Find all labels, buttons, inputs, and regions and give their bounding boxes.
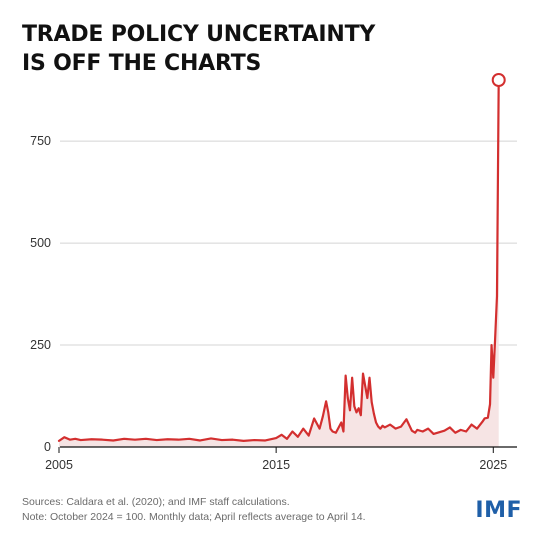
gridlines xyxy=(60,140,517,346)
x-tick-label-2025: 2025 xyxy=(479,458,507,472)
imf-logo: IMF xyxy=(475,498,522,523)
source-notes: Sources: Caldara et al. (2020); and IMF … xyxy=(22,495,366,525)
x-tick-label-2005: 2005 xyxy=(45,458,73,472)
y-axis-ticks: 250 500 750 0 xyxy=(30,134,51,454)
x-axis-ticks: 2005 2015 2025 xyxy=(45,447,507,472)
y-tick-label-0: 0 xyxy=(44,440,51,454)
chart-title: TRADE POLICY UNCERTAINTY IS OFF THE CHAR… xyxy=(22,20,502,78)
title-line-2: IS OFF THE CHARTS xyxy=(22,51,262,76)
y-tick-label-500: 500 xyxy=(30,236,51,250)
series-area-fill xyxy=(59,80,499,447)
y-tick-label-250: 250 xyxy=(30,338,51,352)
sources-text: Sources: Caldara et al. (2020); and IMF … xyxy=(22,496,290,508)
series-line xyxy=(57,78,500,442)
y-tick-label-750: 750 xyxy=(30,134,51,148)
title-line-1: TRADE POLICY UNCERTAINTY xyxy=(22,22,376,47)
note-text: Note: October 2024 = 100. Monthly data; … xyxy=(22,511,366,523)
x-tick-label-2015: 2015 xyxy=(262,458,290,472)
latest-data-point-marker xyxy=(491,73,506,87)
